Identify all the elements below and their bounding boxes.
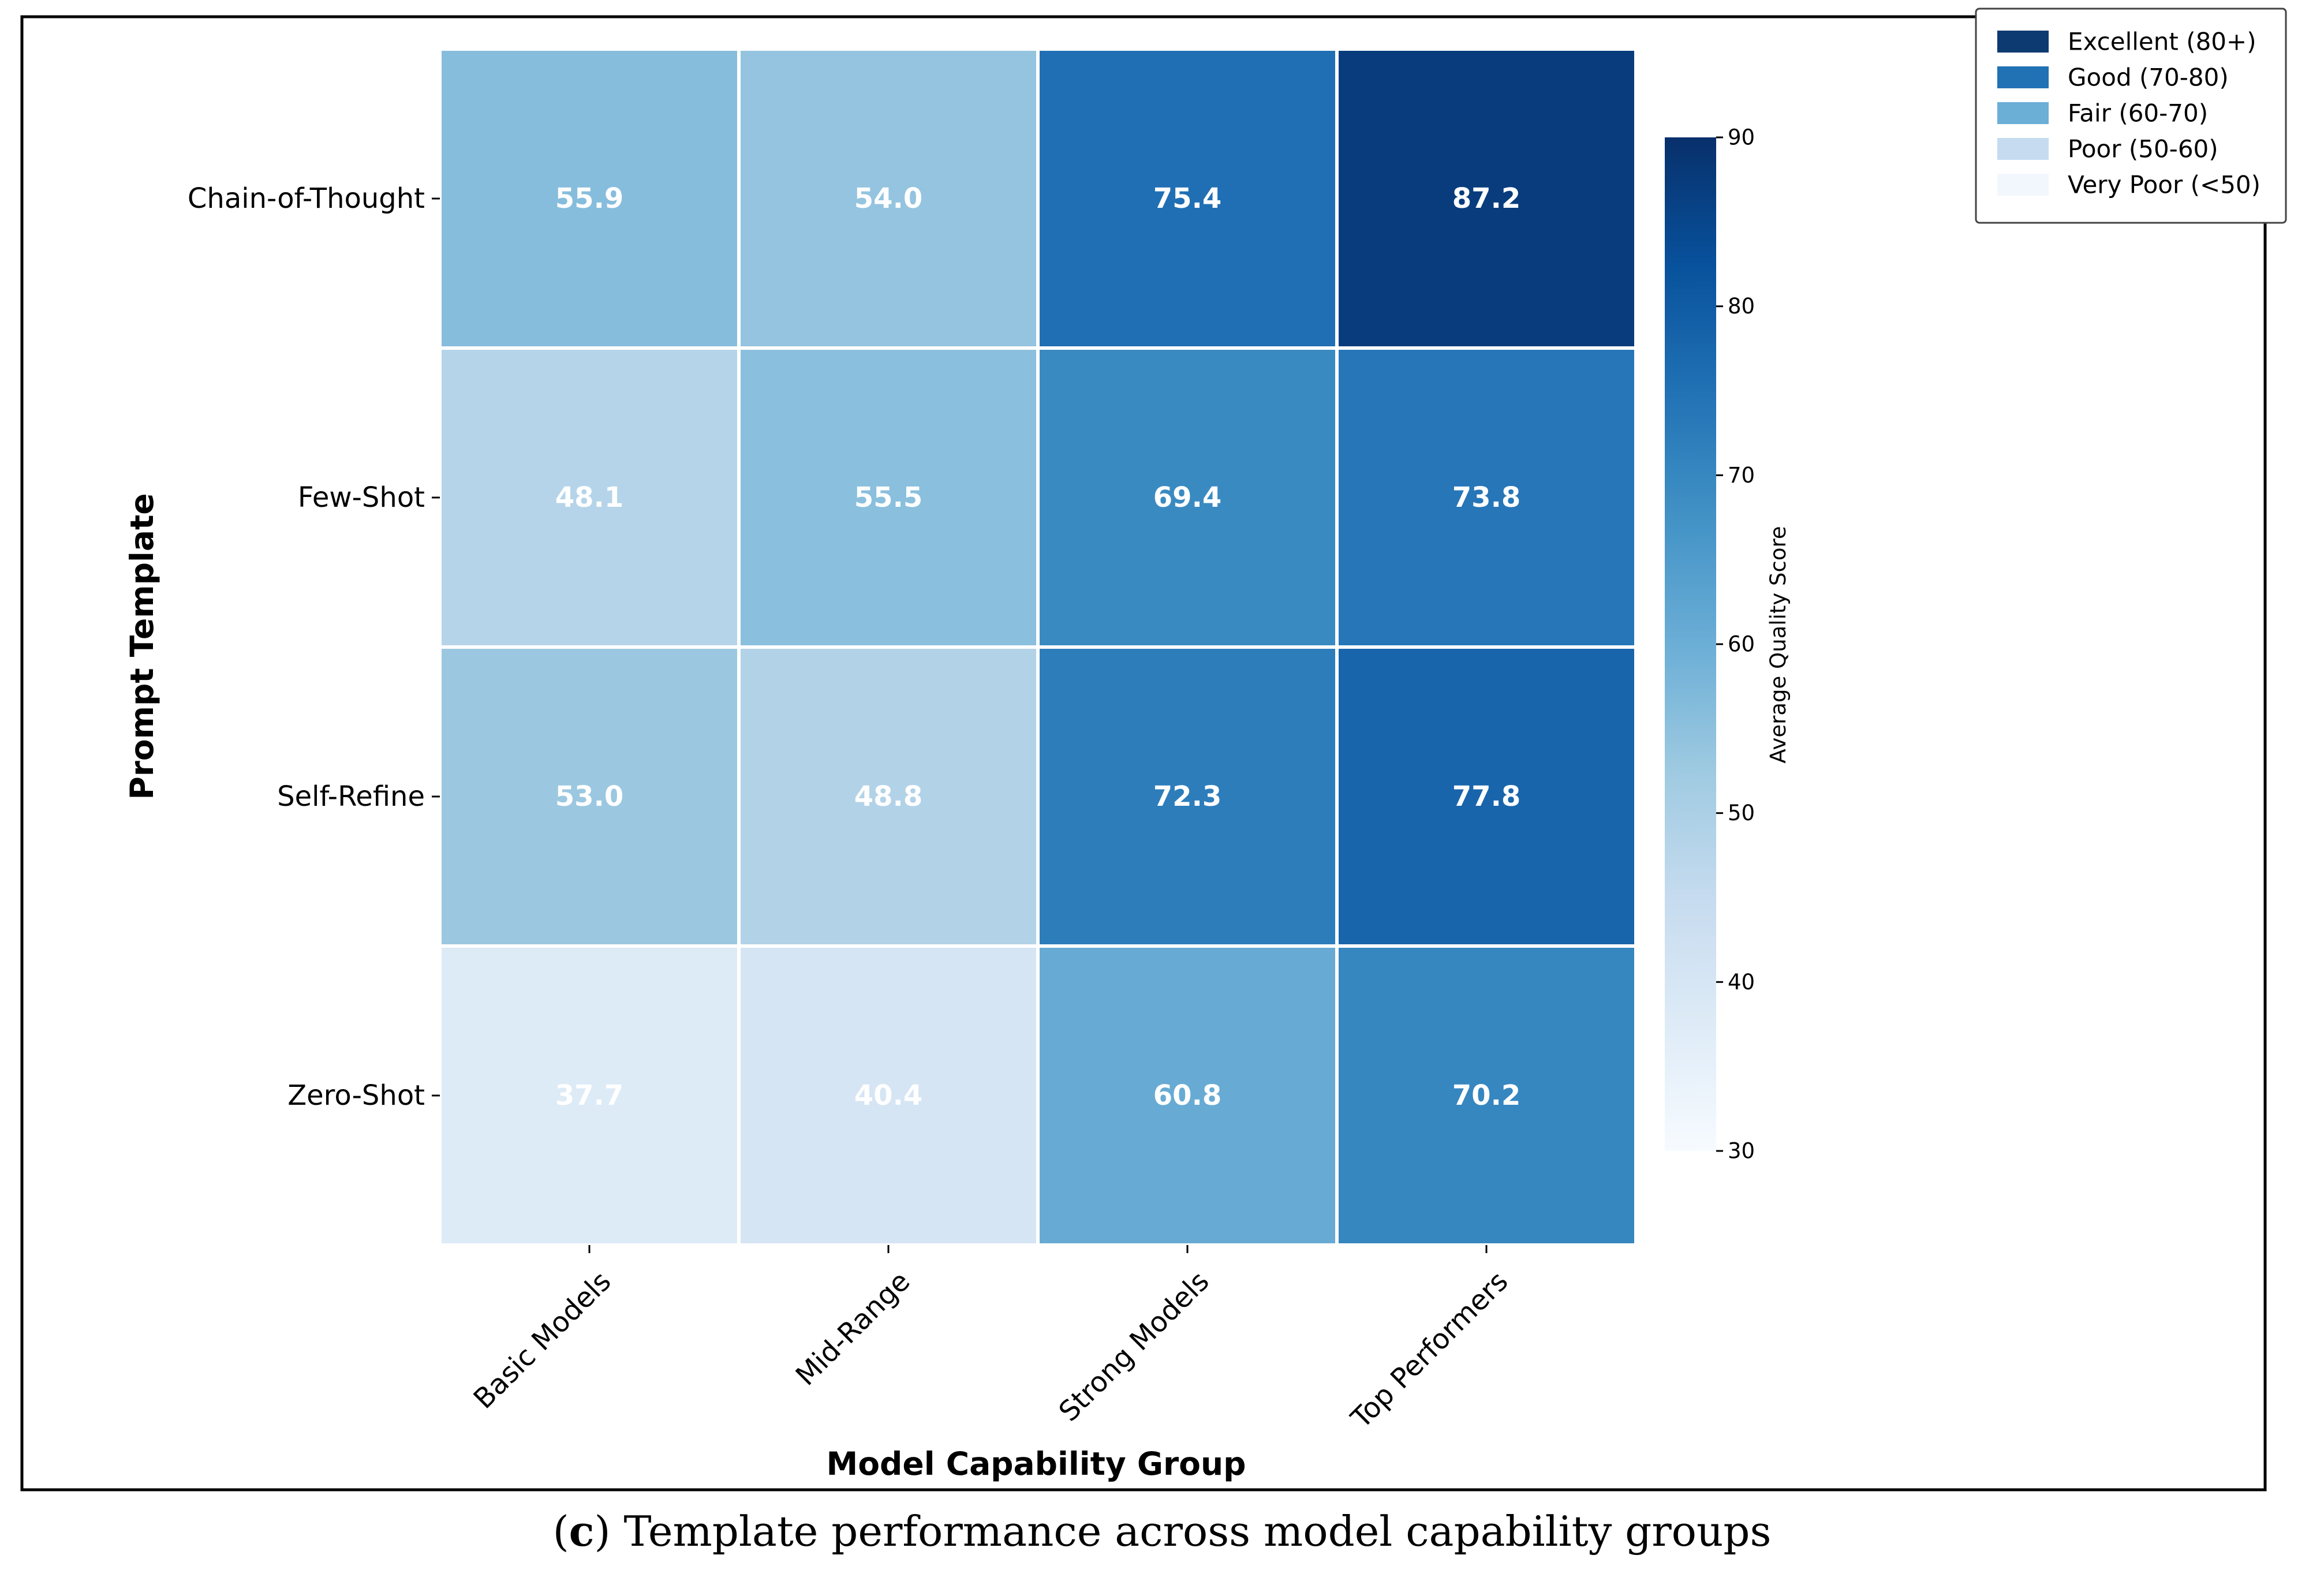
x-tick-label: Basic Models [468, 1265, 618, 1415]
y-tick-label: Zero-Shot [287, 1079, 425, 1112]
x-tick-label: Strong Models [1053, 1265, 1216, 1428]
colorbar-ticks: 30 40 50 60 70 80 90 [1716, 125, 1755, 1164]
cell-value-label: 72.3 [1153, 780, 1221, 813]
caption-letter: c [569, 1507, 595, 1556]
y-tick-label: Chain-of-Thought [188, 182, 425, 215]
x-tick-label: Mid-Range [790, 1265, 917, 1392]
colorbar-tick-label: 30 [1728, 1139, 1755, 1164]
caption-text: ) Template performance across model capa… [595, 1507, 1772, 1556]
colorbar-tick-label: 60 [1728, 632, 1755, 657]
heatmap-cell [1036, 346, 1339, 649]
cell-value-label: 77.8 [1452, 780, 1520, 813]
legend-frame [1975, 8, 2287, 224]
heatmap-cell [1036, 944, 1339, 1247]
heatmap-cell [438, 944, 741, 1247]
legend-swatch [1997, 138, 2049, 160]
legend-label: Good (70-80) [2068, 63, 2229, 92]
legend-label: Poor (50-60) [2068, 135, 2218, 163]
cell-value-label: 55.9 [555, 182, 623, 215]
heatmap-cell [737, 645, 1040, 948]
legend-label: Excellent (80+) [2068, 28, 2256, 56]
colorbar-tick-label: 90 [1728, 125, 1755, 150]
y-axis: Chain-of-Thought Few-Shot Self-Refine Zero-… [188, 182, 440, 1112]
cell-value-label: 73.8 [1452, 481, 1520, 514]
cell-value-label: 54.0 [854, 182, 922, 215]
caption-prefix: ( [553, 1507, 569, 1556]
cell-value-label: 37.7 [555, 1079, 623, 1112]
cell-value-label: 55.5 [854, 481, 922, 514]
cell-value-label: 87.2 [1452, 182, 1520, 215]
cell-value-label: 48.1 [555, 481, 623, 514]
heatmap-cell [737, 47, 1040, 350]
cell-value-label: 48.8 [854, 780, 922, 813]
legend-swatch [1997, 174, 2049, 196]
legend-label: Fair (60-70) [2068, 99, 2208, 128]
colorbar-tick-label: 70 [1728, 463, 1755, 488]
heatmap-cells [438, 47, 1638, 1247]
y-axis-title: Prompt Template [124, 493, 160, 799]
y-tick-label: Few-Shot [298, 481, 425, 514]
cell-value-label: 53.0 [555, 780, 623, 813]
colorbar-tick-label: 40 [1728, 970, 1755, 995]
colorbar-title: Average Quality Score [1766, 526, 1791, 763]
colorbar-tick-label: 80 [1728, 294, 1755, 319]
heatmap-labels: 55.9 54.0 75.4 87.2 48.1 55.5 69.4 73.8 53.0 48.8… [555, 182, 1520, 1112]
heatmap-cell [737, 346, 1040, 649]
x-axis: Basic Models Mid-Range Strong Models Top Pe… [468, 1245, 1514, 1435]
legend-label: Very Poor (<50) [2068, 171, 2261, 199]
legend-swatch [1997, 66, 2049, 88]
legend: Excellent (80+) Good (70-80) Fair (60-70) P… [1975, 8, 2287, 224]
heatmap-cell [1335, 645, 1638, 948]
cell-value-label: 40.4 [854, 1079, 922, 1112]
colorbar-tick-label: 50 [1728, 801, 1755, 825]
heatmap-cell [1335, 47, 1638, 350]
cell-value-label: 69.4 [1153, 481, 1221, 514]
x-tick-label: Top Performers [1344, 1265, 1514, 1435]
legend-swatch [1997, 102, 2049, 124]
heatmap-cell [1335, 346, 1638, 649]
heatmap-cell [1036, 645, 1339, 948]
cell-value-label: 70.2 [1452, 1079, 1520, 1112]
figure-border [20, 15, 2267, 1491]
y-tick-label: Self-Refine [277, 780, 425, 813]
legend-swatch [1997, 31, 2049, 53]
cell-value-label: 75.4 [1153, 182, 1221, 215]
caption: (c) Template performance across model ca… [553, 1507, 1772, 1556]
heatmap-cell [438, 645, 741, 948]
colorbar [1665, 137, 1716, 1151]
cell-value-label: 60.8 [1153, 1079, 1221, 1112]
x-axis-title: Model Capability Group [827, 1445, 1246, 1482]
heatmap-cell [1335, 944, 1638, 1247]
heatmap-cell [737, 944, 1040, 1247]
